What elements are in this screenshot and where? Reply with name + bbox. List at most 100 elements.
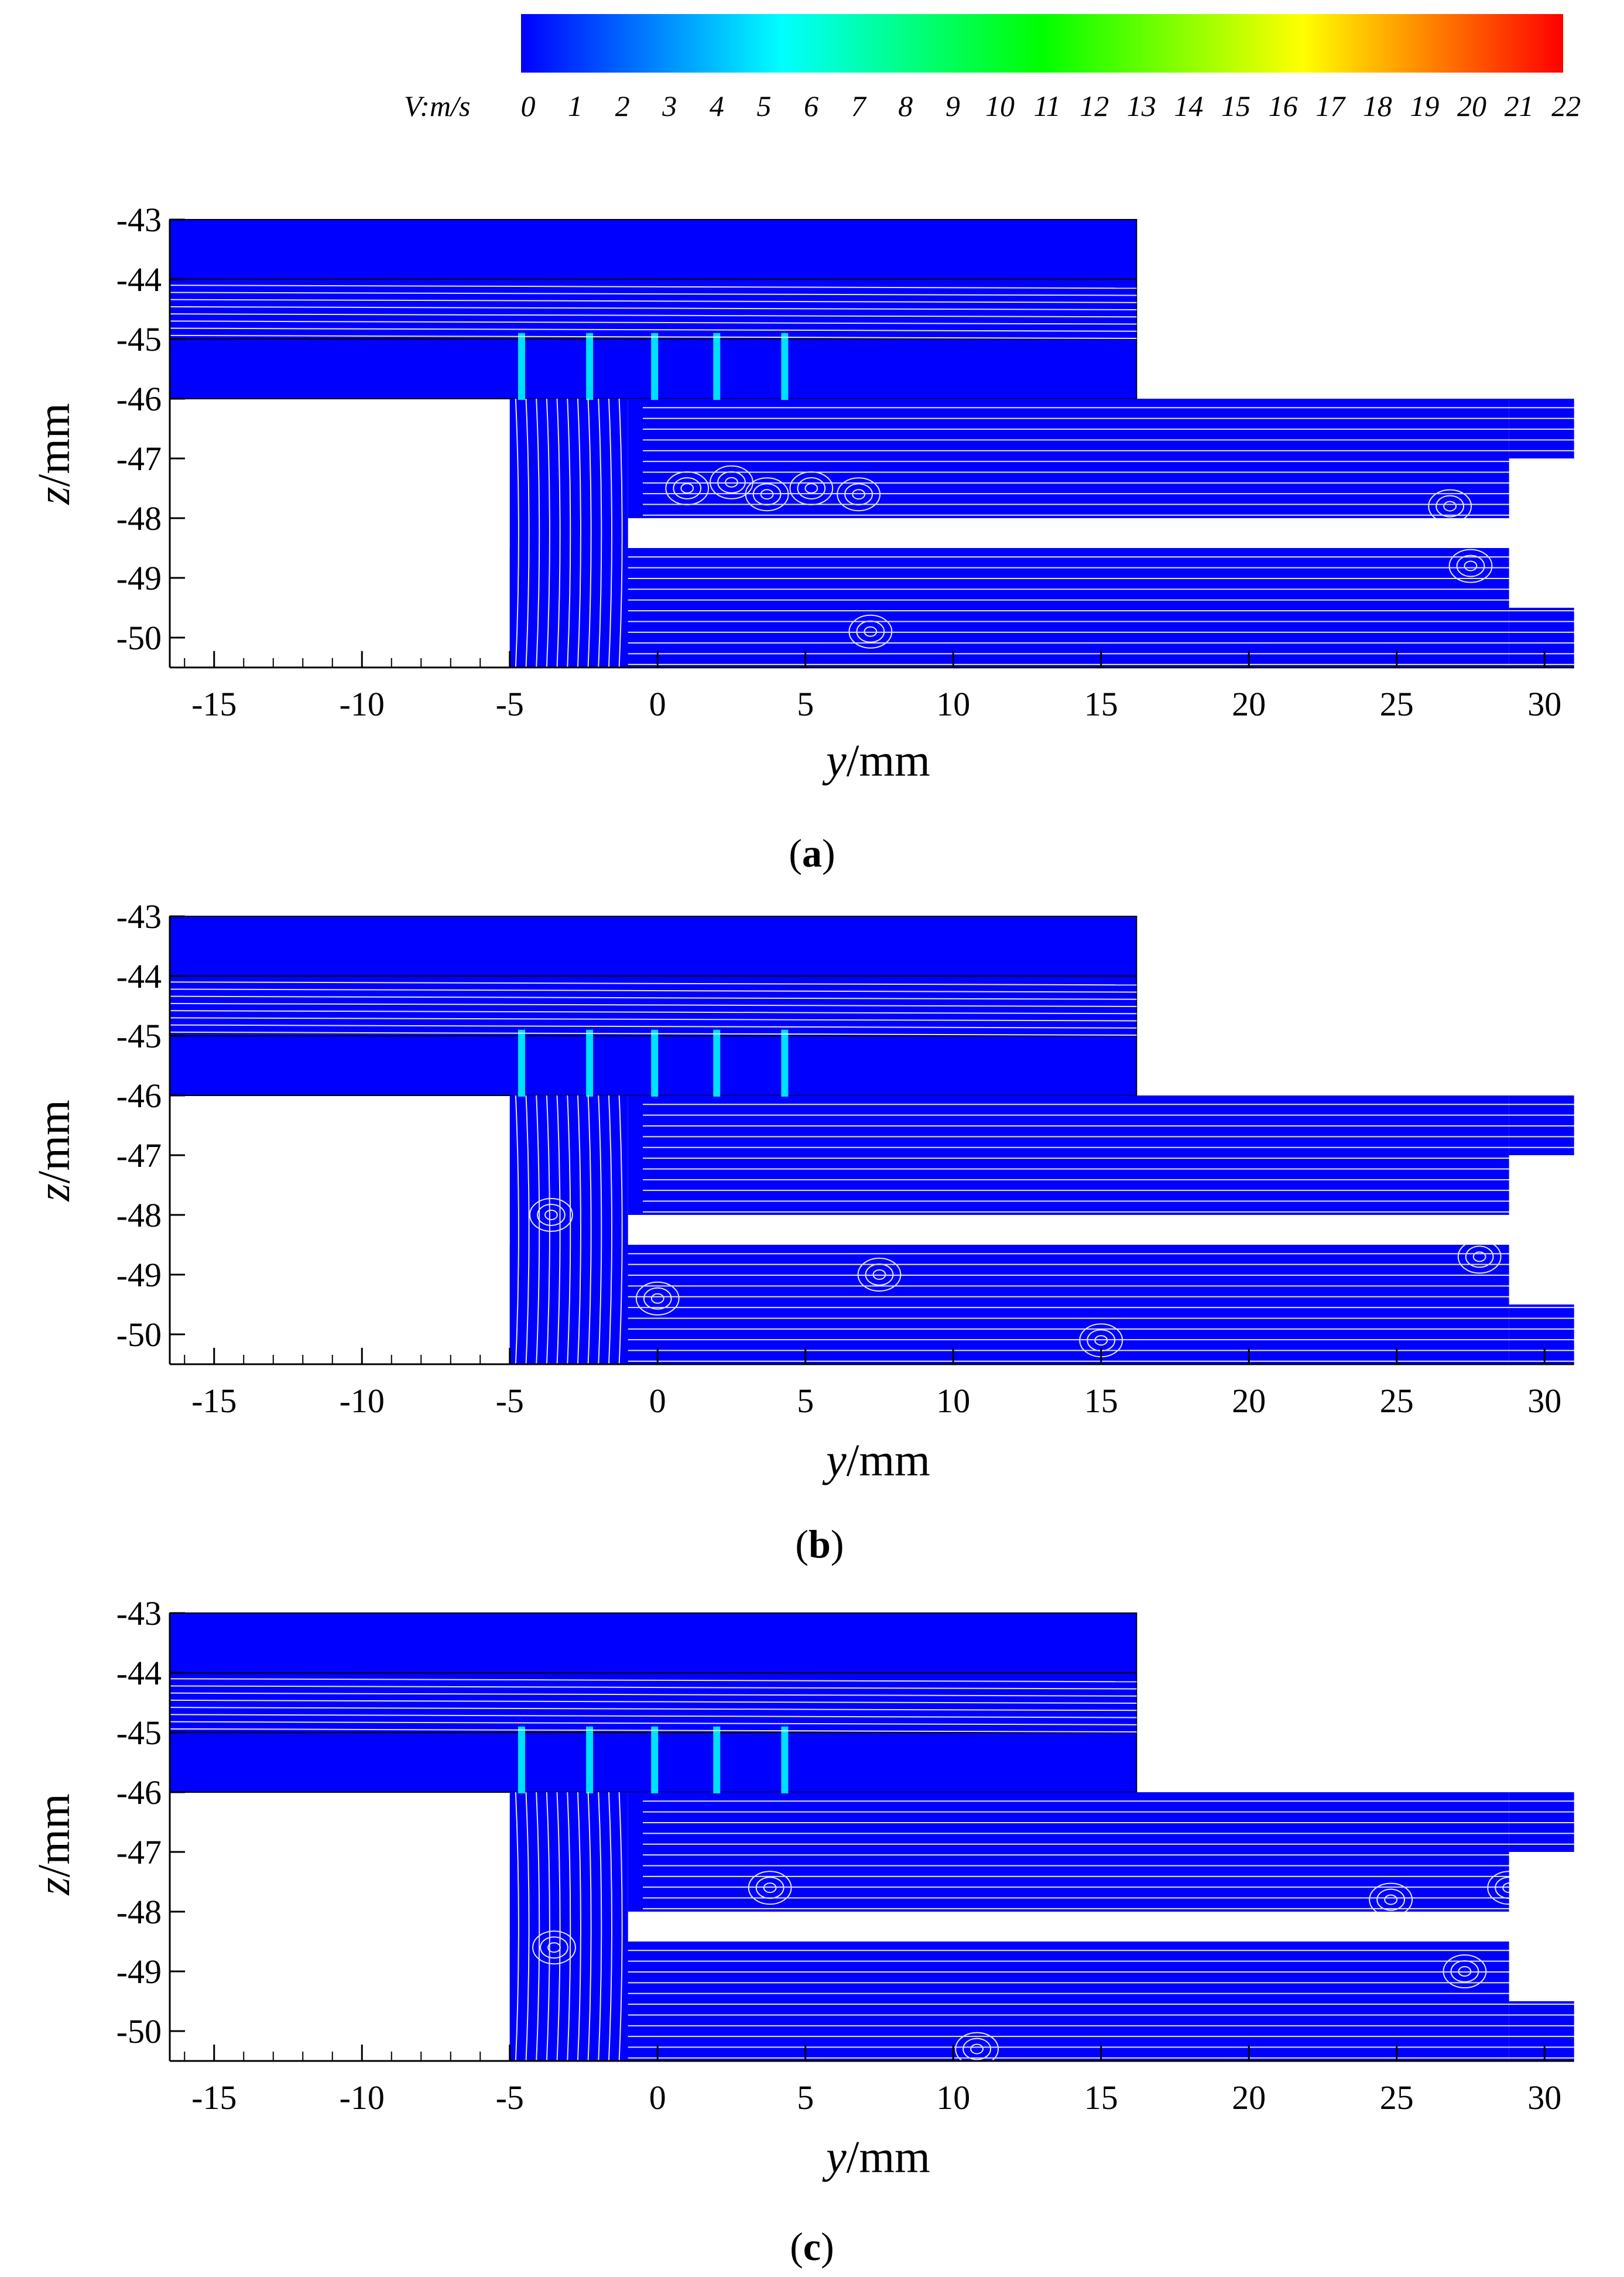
streamline [169, 1728, 1137, 1732]
colorbar-tick-label: 8 [898, 90, 913, 122]
streamline [525, 1792, 530, 2062]
streamlines [169, 285, 1574, 668]
y-tick-label: -50 [117, 1316, 162, 1354]
jet-hole [586, 1029, 594, 1097]
y-tick-label: -50 [117, 619, 162, 657]
jet-hole [586, 333, 594, 400]
y-tick-label: -46 [117, 1773, 162, 1812]
vortex-streamline [544, 1210, 558, 1220]
y-tick-label: -43 [117, 201, 162, 239]
panel-b-y-axis-title: z/mm [28, 1100, 79, 1201]
vortex-streamline [1472, 1251, 1486, 1262]
panel-c: -15 -10 -5 0 5 10 15 20 25 30 -43-44-45-46-47-48-… [28, 1594, 1574, 2269]
streamline [577, 398, 581, 668]
colorbar-label: V:m/s [404, 90, 470, 122]
x-tick-label: 25 [1380, 1382, 1414, 1420]
vortex-streamline [1487, 1871, 1532, 1905]
streamline [515, 1792, 519, 2062]
streamline [577, 1792, 581, 2062]
lower-channel [509, 548, 1509, 667]
y-tick-label: -46 [117, 380, 162, 418]
flow-domain [169, 219, 1574, 669]
streamline [169, 306, 1137, 311]
panel-b-x-ticks: -15 -10 -5 0 5 10 15 20 25 30 [184, 1348, 1561, 1420]
y-tick-label: -48 [117, 1196, 162, 1234]
x-tick-label: 0 [649, 1382, 666, 1420]
panel-c-x-axis-unit: /mm [847, 2131, 930, 2182]
streamline [587, 398, 592, 668]
vortex-streamline [1502, 1882, 1516, 1893]
vortex-streamline [540, 1936, 568, 1959]
x-tick-label: 5 [797, 685, 814, 723]
colorbar-tick-label: 9 [945, 90, 960, 122]
streamline [567, 398, 571, 668]
jet-hole [781, 1726, 789, 1793]
x-tick-label: 5 [797, 1382, 814, 1420]
y-tick-label: -43 [117, 898, 162, 936]
streamline [618, 1095, 623, 1365]
vortex-streamline [745, 477, 789, 512]
y-tick-label: -49 [117, 1256, 162, 1294]
streamline [618, 398, 623, 668]
vortex-streamline [1465, 1245, 1494, 1268]
colorbar-tick-labels: 0 1 2 3 4 5 6 7 8 9 10 11 12 13 14 15 16 17 18 19 20 21 22 [521, 90, 1581, 122]
jet-hole [518, 1726, 525, 1793]
vortex-streamline [532, 1930, 576, 1965]
streamline [598, 1095, 602, 1365]
upper-outlet-extension [1509, 399, 1574, 458]
upper-outlet-channel [628, 399, 1509, 518]
vortex-streamline [797, 477, 826, 499]
jet-hole [781, 333, 789, 400]
panel-b-x-axis-var: y [822, 1434, 847, 1485]
x-tick-label: 25 [1380, 2079, 1414, 2117]
x-tick-label: -5 [496, 2079, 524, 2117]
streamline [169, 1707, 1137, 1711]
colorbar-tick-label: 5 [757, 90, 772, 122]
y-tick-label: -49 [117, 559, 162, 597]
vortex-streamline [1376, 1888, 1406, 1911]
vortex-streamline [1464, 560, 1478, 571]
vortex-streamline [804, 483, 818, 494]
colorbar-tick-label: 6 [804, 90, 818, 122]
streamline [587, 1792, 592, 2062]
panel-b-caption: (b) [795, 1522, 844, 1566]
y-tick-label: -47 [117, 1136, 162, 1175]
streamline [169, 981, 1137, 986]
colorbar-tick-label: 12 [1080, 90, 1109, 122]
streamline [608, 398, 612, 668]
streamline [169, 1699, 1137, 1704]
panel-b: -15 -10 -5 0 5 10 15 20 25 30 -43-44-45-46-47-48-… [28, 898, 1574, 1566]
x-tick-label: 30 [1527, 1382, 1561, 1420]
streamline [169, 1714, 1137, 1718]
x-tick-label: 5 [797, 2079, 814, 2117]
x-tick-label: -10 [340, 2079, 385, 2117]
streamline [598, 1792, 602, 2062]
y-tick-label: -44 [117, 957, 162, 995]
lower-outlet-extension [1509, 1304, 1574, 1364]
panel-a-caption-letter: a [802, 831, 822, 875]
y-tick-label: -48 [117, 499, 162, 537]
streamline [577, 1095, 581, 1365]
streamline [546, 398, 550, 668]
colorbar: V:m/s 0 1 2 3 4 5 6 7 8 9 10 11 12 13 14 15 16 17 18 19 20 21… [404, 14, 1581, 122]
colorbar-tick-label: 7 [851, 90, 867, 122]
streamline [169, 1692, 1137, 1697]
lower-outlet-extension [1509, 2001, 1574, 2061]
colorbar-tick-label: 22 [1551, 90, 1581, 122]
vortex-streamline [1443, 1954, 1487, 1988]
streamline [525, 398, 530, 668]
streamline [169, 988, 1137, 993]
x-tick-label: -10 [340, 1382, 385, 1420]
panel-c-caption-letter: c [803, 2224, 821, 2269]
x-tick-label: 30 [1527, 2079, 1561, 2117]
colorbar-tick-label: 2 [615, 90, 630, 122]
y-tick-label: -44 [117, 261, 162, 299]
lower-channel [509, 1942, 1509, 2061]
y-tick-label: -49 [117, 1953, 162, 1991]
jet-hole [713, 333, 721, 400]
vortex-streamline [725, 477, 738, 488]
vortex-streamline [955, 2032, 999, 2066]
colorbar-tick-label: 10 [985, 90, 1015, 122]
x-tick-label: 15 [1084, 685, 1118, 723]
